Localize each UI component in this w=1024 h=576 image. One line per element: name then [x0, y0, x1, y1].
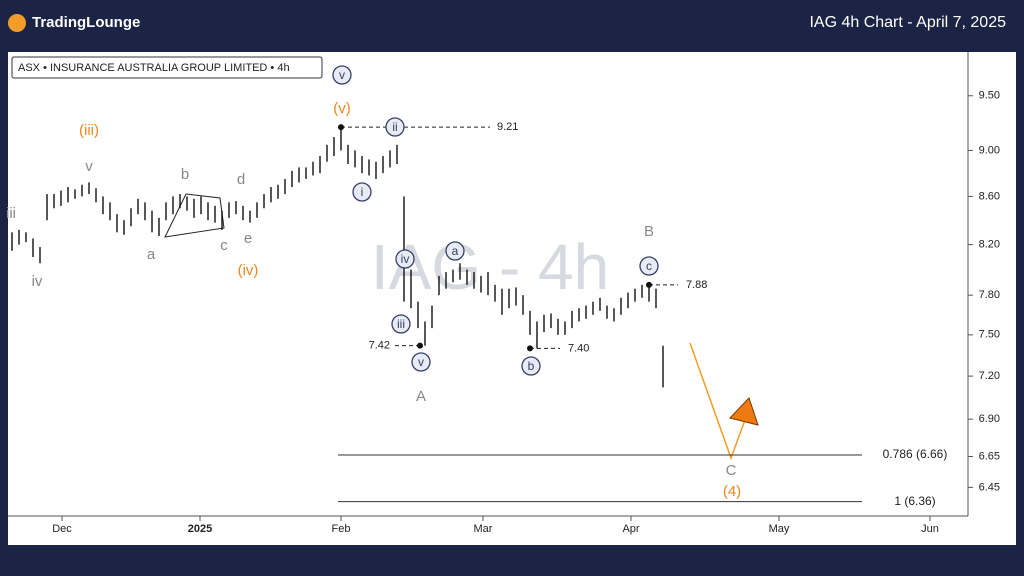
legend-box [11, 56, 323, 79]
wave-circle [391, 314, 411, 334]
logo-icon [8, 14, 26, 32]
x-tick-label: Jun [921, 523, 939, 535]
y-tick-label: 7.50 [979, 329, 1000, 341]
price-marker-dot [417, 342, 423, 349]
fib-label: 1 (6.36) [894, 494, 935, 508]
price-marker-label: 7.40 [568, 342, 589, 354]
wave-label: v [418, 355, 424, 369]
wave-circle [352, 182, 372, 202]
price-marker-label: 9.21 [497, 121, 518, 133]
y-tick-label: 6.90 [979, 413, 1000, 425]
wave-circle [639, 256, 659, 276]
wave-label: c [646, 259, 652, 273]
wave-label: v [339, 68, 345, 82]
wave-label: iii [397, 317, 405, 331]
wave-label: B [644, 223, 654, 240]
wave-label: iv [401, 252, 410, 266]
y-tick-label: 7.80 [979, 289, 1000, 301]
wave-label: C [726, 462, 737, 479]
wave-label: iii [6, 205, 16, 222]
y-tick-label: 8.60 [979, 190, 1000, 202]
price-marker-label: 7.88 [686, 279, 707, 291]
wave-circle [332, 65, 352, 85]
x-tick-label: Feb [332, 523, 351, 535]
wave-label: e [244, 230, 252, 247]
wave-label: (iv) [238, 262, 259, 279]
wave-circle [521, 356, 541, 376]
wave-circle [395, 249, 415, 269]
x-tick-label: Dec [52, 523, 72, 535]
wave-label: ii [392, 120, 397, 134]
y-tick-label: 8.20 [979, 238, 1000, 250]
wave-label: (v) [333, 100, 351, 117]
x-tick-label: Apr [622, 523, 639, 535]
x-tick-label: Mar [474, 523, 493, 535]
wave-circle [411, 352, 431, 372]
wave-label: iv [32, 273, 43, 290]
fib-label: 0.786 (6.66) [883, 447, 948, 461]
price-marker-dot [338, 124, 344, 131]
y-tick-label: 6.65 [979, 450, 1000, 462]
wave-label: i [361, 185, 364, 199]
y-tick-label: 9.50 [979, 90, 1000, 102]
wave-label: (iii) [79, 122, 99, 139]
projection-path [689, 342, 746, 461]
x-tick-label: 2025 [188, 523, 212, 535]
price-marker-label: 7.42 [369, 340, 390, 352]
wave-circle [445, 241, 465, 261]
wave-label: A [416, 388, 426, 405]
wave-label: a [147, 246, 156, 263]
chart-title: IAG 4h Chart - April 7, 2025 [809, 14, 1006, 31]
wave-circle [385, 117, 405, 137]
wave-label: (4) [723, 483, 741, 500]
legend: ASX • INSURANCE AUSTRALIA GROUP LIMITED … [18, 62, 290, 74]
y-tick-label: 6.45 [979, 481, 1000, 493]
chart-area [8, 52, 1016, 545]
triangle-pattern [164, 193, 225, 238]
price-marker-dot [527, 345, 533, 352]
y-tick-label: 9.00 [979, 144, 1000, 156]
wave-label: v [85, 158, 93, 175]
wave-label: b [528, 359, 535, 373]
wave-label: d [237, 171, 245, 188]
wave-label: b [181, 166, 189, 183]
x-tick-label: May [769, 523, 790, 535]
logo: TradingLounge [32, 14, 140, 31]
wave-label: c [220, 237, 228, 254]
wave-label: a [452, 244, 459, 258]
price-marker-dot [646, 281, 652, 288]
y-tick-label: 7.20 [979, 370, 1000, 382]
projection-arrow [729, 397, 759, 426]
